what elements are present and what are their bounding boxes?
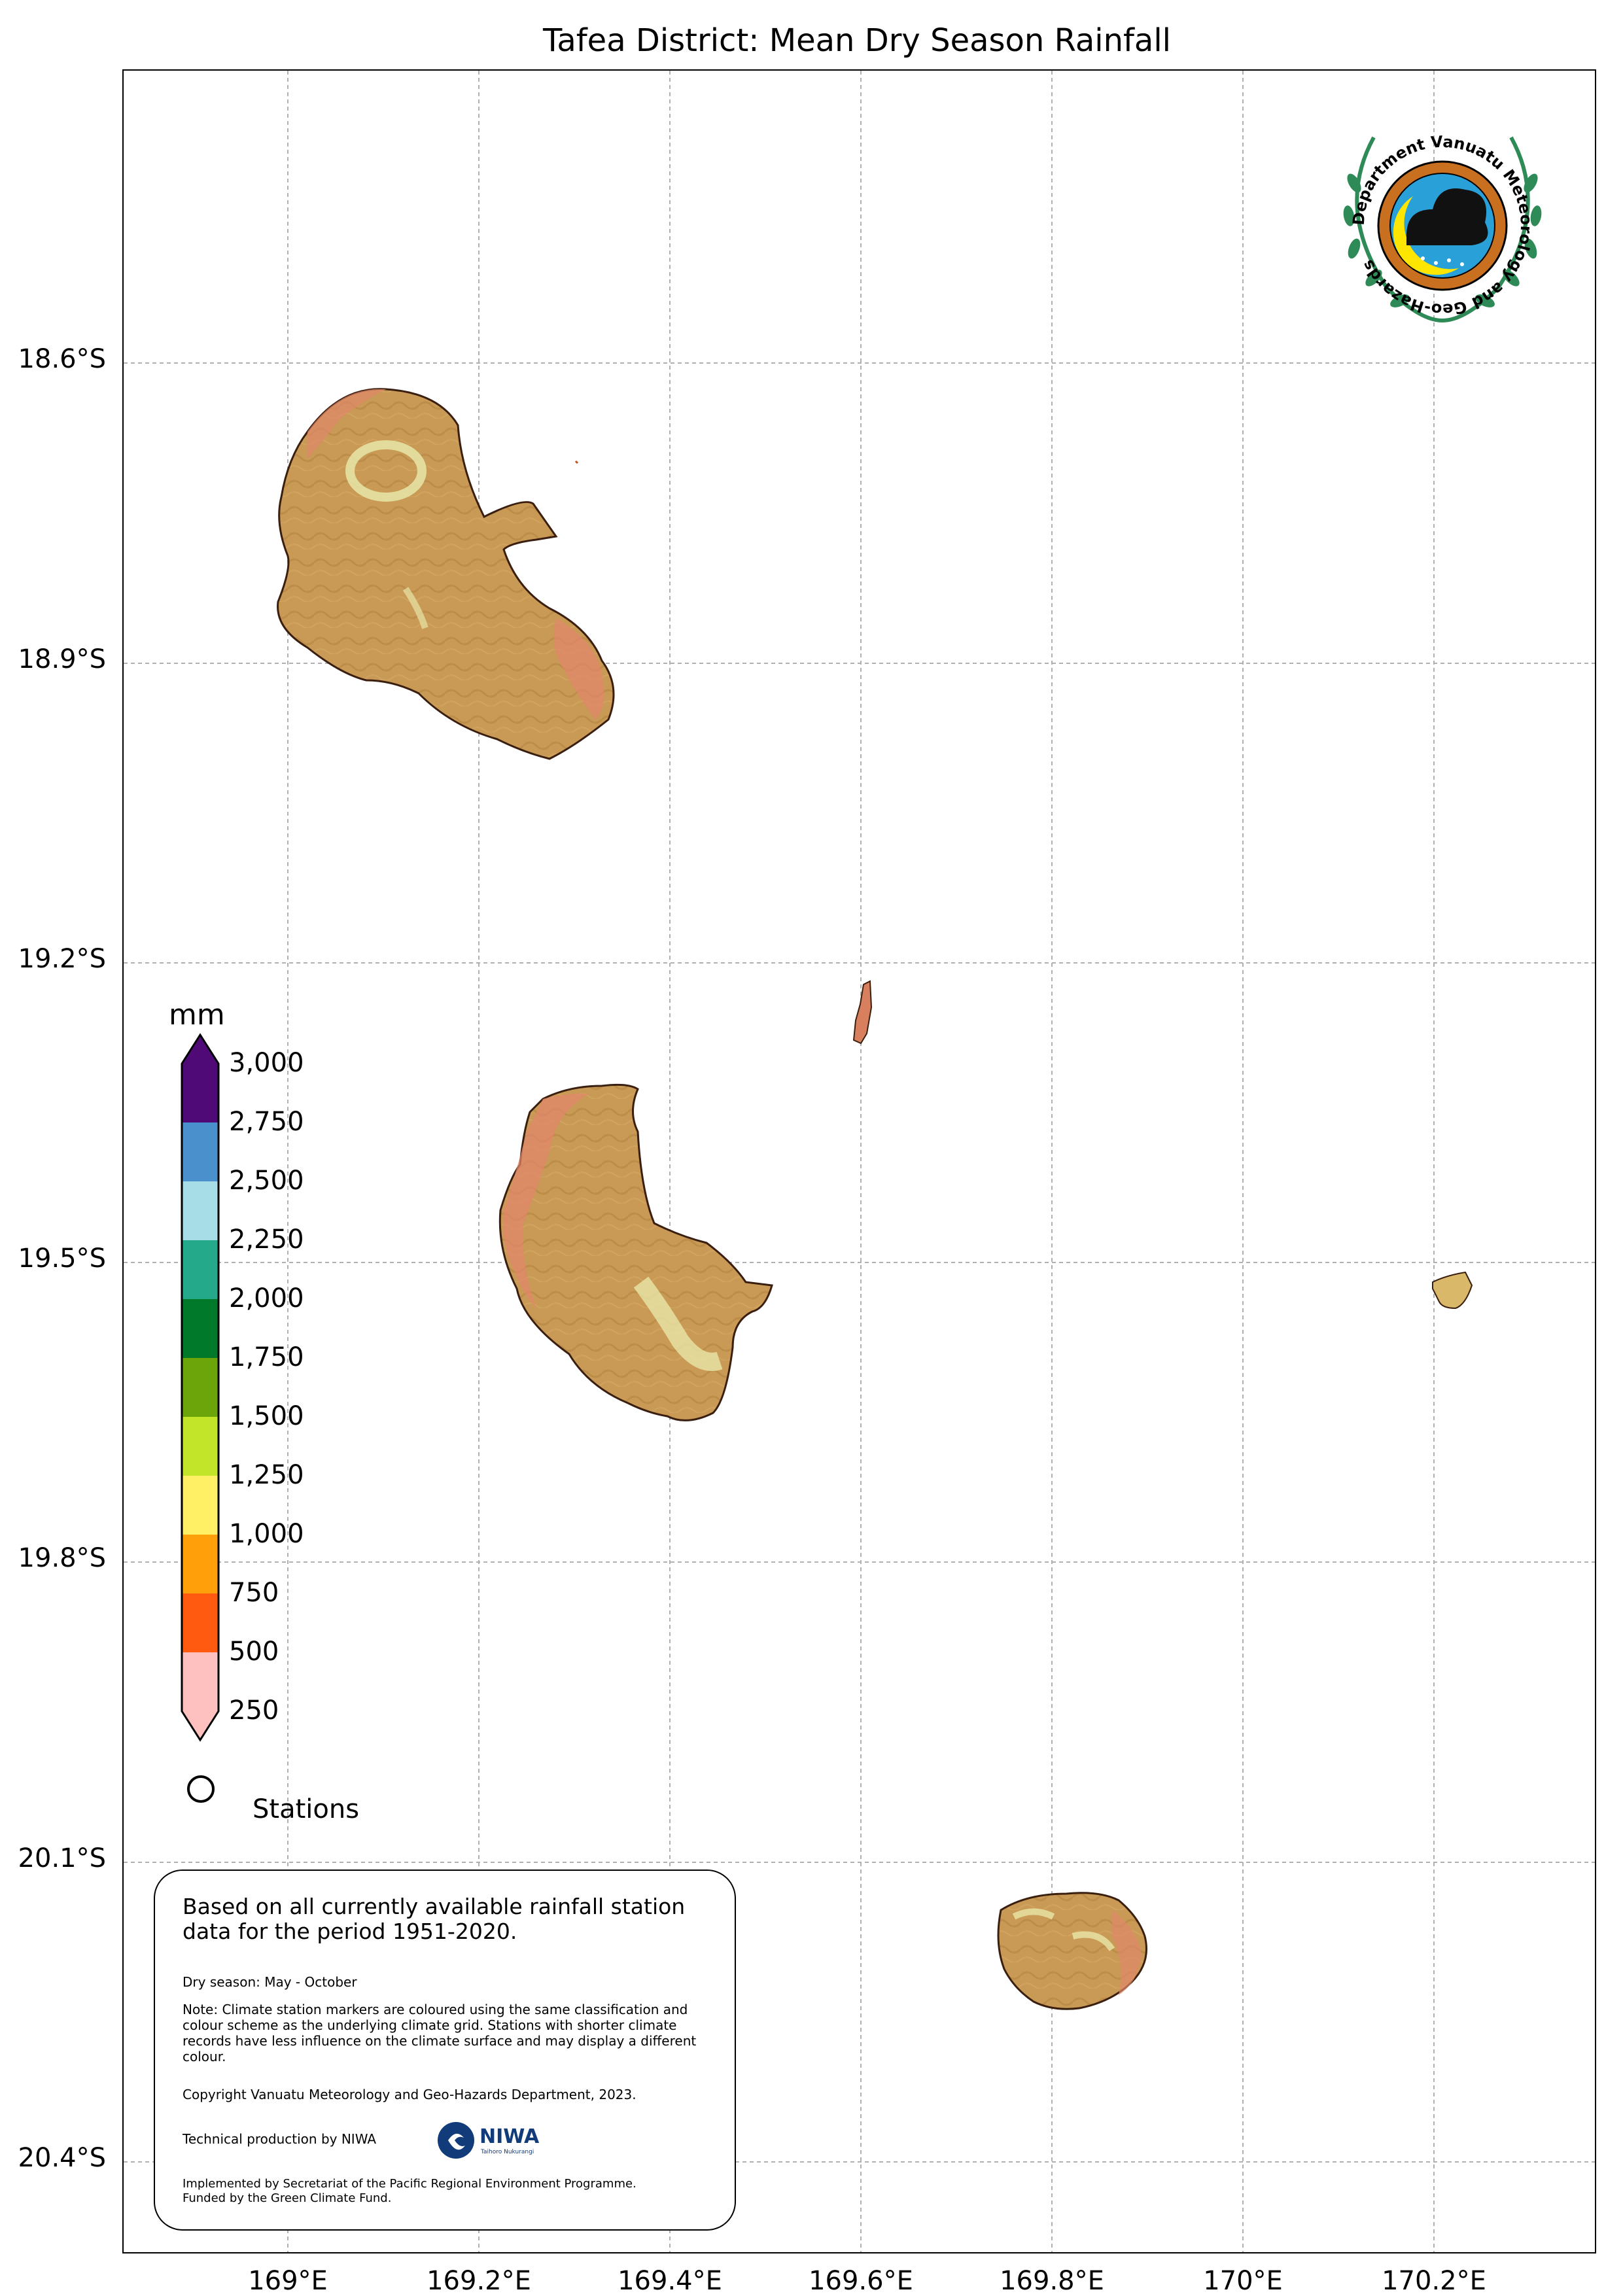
colorbar-swatch [182,1593,218,1652]
colorbar-swatch [182,1476,218,1535]
grid-lines [124,71,1595,2252]
colorbar-swatch [182,1358,218,1417]
x-tick-label: 169.4°E [618,2266,722,2296]
y-tick-label: 18.9°S [18,644,106,674]
stations-legend-label: Stations [253,1794,360,1824]
colorbar-swatch [182,1181,218,1240]
islet-speck [574,460,579,464]
colorbar-tick-label: 750 [229,1578,279,1608]
note-funded: Funded by the Green Climate Fund. [183,2191,392,2205]
note-copyright: Copyright Vanuatu Meteorology and Geo-Ha… [183,2087,637,2102]
colorbar-swatch [182,1240,218,1299]
y-tick-label: 20.4°S [18,2143,106,2173]
colorbar-swatch [182,1299,218,1358]
vmgd-logo: Department Vanuatu Meteorology and Geo-H… [1343,133,1542,322]
island-aneityum [997,1892,1147,2010]
niwa-logo: NIWA Taihoro Nukurangi [438,2122,540,2159]
colorbar-swatch [182,1417,218,1476]
colorbar-tick-label: 2,500 [229,1166,304,1196]
colorbar-tick-label: 1,000 [229,1519,304,1549]
niwa-logo-subtext: Taihoro Nukurangi [480,2149,534,2155]
y-tick-label: 20.1°S [18,1843,106,1873]
colorbar-swatch [182,1535,218,1593]
x-tick-label: 170°E [1203,2266,1283,2296]
colorbar-tick-label: 2,750 [229,1107,304,1137]
note-main-text: Based on all currently available rainfal… [183,1894,686,1944]
colorbar-unit: mm [169,998,225,1032]
colorbar-tick-label: 500 [229,1637,279,1667]
colorbar-outline [181,1033,220,1742]
colorbar-tick-label: 3,000 [229,1048,304,1078]
x-tick-label: 169.8°E [1000,2266,1104,2296]
x-tick-label: 169°E [248,2266,328,2296]
x-tick-label: 169.2°E [427,2266,531,2296]
map-frame [122,69,1596,2253]
island-futuna [1432,1271,1473,1310]
y-tick-label: 19.2°S [18,944,106,974]
note-production: Technical production by NIWA [183,2131,377,2147]
note-dry-season: Dry season: May - October [183,1974,357,1990]
note-implemented: Implemented by Secretariat of the Pacifi… [183,2177,637,2191]
map-title: Tafea District: Mean Dry Season Rainfall [542,22,1172,59]
colorbar-tick-label: 2,000 [229,1283,304,1313]
colorbar-extend-top [182,1035,218,1064]
y-tick-label: 19.5°S [18,1244,106,1274]
colorbar-swatch [182,1064,218,1122]
colorbar-tick-label: 1,250 [229,1460,304,1490]
niwa-logo-text: NIWA [480,2125,540,2148]
colorbar [181,1033,220,1742]
note-classification: Note: Climate station markers are colour… [183,2002,697,2064]
x-tick-label: 170.2°E [1382,2266,1486,2296]
niwa-swirl-icon [438,2122,474,2159]
colorbar-tick-label: 250 [229,1696,279,1726]
info-note-box: Based on all currently available rainfal… [154,1870,736,2231]
y-tick-label: 18.6°S [18,344,106,374]
laurel-wreath-icon [1355,136,1530,322]
colorbar-swatch [182,1122,218,1181]
stations-legend-marker [187,1775,215,1803]
colorbar-extend-bottom [182,1652,218,1740]
colorbar-tick-label: 1,750 [229,1342,304,1372]
island-aniwa [852,980,873,1045]
island-erromango [277,388,615,760]
y-tick-label: 19.8°S [18,1543,106,1573]
island-tanna [498,1083,773,1421]
colorbar-tick-label: 2,250 [229,1225,304,1255]
x-tick-label: 169.6°E [809,2266,913,2296]
colorbar-tick-label: 1,500 [229,1401,304,1431]
